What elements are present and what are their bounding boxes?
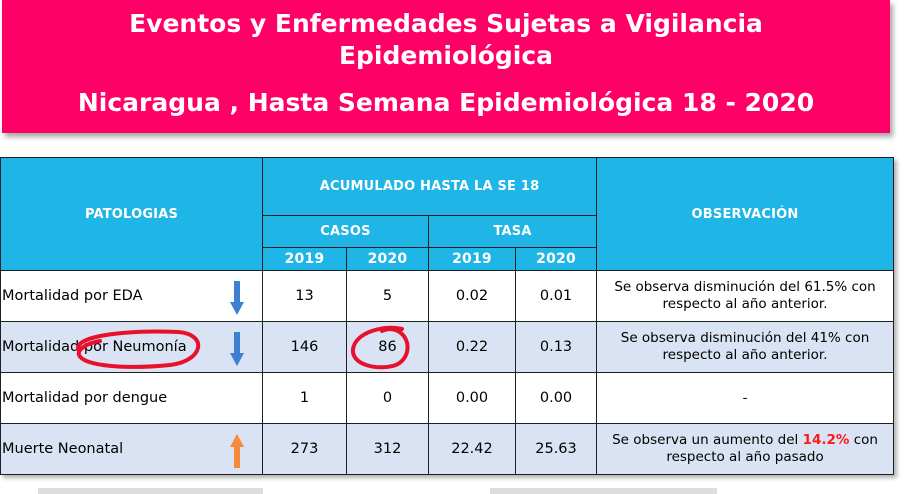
row-label-cell: Mortalidad por Neumonía bbox=[0, 321, 263, 373]
arrow-down-icon bbox=[230, 332, 244, 366]
header-patologias: PATOLOGIAS bbox=[0, 157, 263, 271]
header-casos-2019: 2019 bbox=[262, 247, 347, 271]
observation-text: - bbox=[742, 389, 748, 406]
casos-2019-cell: 273 bbox=[262, 423, 347, 475]
casos-2020-cell: 86 bbox=[346, 321, 429, 373]
observation-cell: Se observa disminución del 41% con respe… bbox=[596, 321, 895, 373]
observation-cell: Se observa un aumento del 14.2% con resp… bbox=[596, 423, 895, 475]
observation-cell: Se observa disminución del 61.5% con res… bbox=[596, 270, 895, 322]
bottom-strip-right bbox=[490, 488, 717, 494]
observation-text-end: con respecto al año pasado bbox=[666, 432, 878, 465]
casos-2019-cell: 13 bbox=[262, 270, 347, 322]
tasa-2020-cell: 25.63 bbox=[514, 423, 598, 475]
observation-text: Se observa disminución del 41% con respe… bbox=[620, 330, 870, 363]
header-observacion: OBSERVACIÓN bbox=[596, 157, 895, 271]
row-label-cell: Mortalidad por dengue bbox=[0, 372, 263, 424]
row-label: Mortalidad por dengue bbox=[2, 390, 168, 406]
casos-2020-cell: 312 bbox=[346, 423, 429, 475]
title-banner: Eventos y Enfermedades Sujetas a Vigilan… bbox=[2, 0, 890, 133]
tasa-2020-cell: 0.13 bbox=[514, 321, 598, 373]
header-casos-2020: 2020 bbox=[346, 247, 429, 271]
banner-subtitle: Nicaragua , Hasta Semana Epidemiológica … bbox=[77, 88, 815, 117]
casos-2020-cell: 0 bbox=[346, 372, 429, 424]
table-row-eda: Mortalidad por EDA 13 5 0.02 0.01 Se obs… bbox=[0, 270, 895, 322]
row-label: Muerte Neonatal bbox=[2, 441, 124, 457]
row-label-cell: Mortalidad por EDA bbox=[0, 270, 263, 322]
row-label: Mortalidad por Neumonía bbox=[2, 339, 187, 355]
banner-title: Eventos y Enfermedades Sujetas a Vigilan… bbox=[2, 8, 890, 72]
surveillance-table: PATOLOGIAS ACUMULADO HASTA LA SE 18 OBSE… bbox=[0, 157, 895, 475]
observation-cell: - bbox=[596, 372, 895, 424]
casos-2020-cell: 5 bbox=[346, 270, 429, 322]
tasa-2019-cell: 0.22 bbox=[428, 321, 516, 373]
header-acumulado: ACUMULADO HASTA LA SE 18 bbox=[261, 157, 598, 216]
header-tasa-2020: 2020 bbox=[514, 247, 598, 271]
tasa-2019-cell: 0.00 bbox=[428, 372, 516, 424]
banner-title-line-2: Epidemiológica bbox=[338, 41, 554, 70]
casos-2019-cell: 1 bbox=[262, 372, 347, 424]
tasa-2020-cell: 0.00 bbox=[514, 372, 598, 424]
observation-text: Se observa un aumento del bbox=[612, 432, 803, 448]
banner-title-line-1: Eventos y Enfermedades Sujetas a Vigilan… bbox=[129, 9, 763, 38]
header-tasa-2019: 2019 bbox=[428, 247, 516, 271]
header-casos: CASOS bbox=[262, 215, 429, 248]
row-label-cell: Muerte Neonatal bbox=[0, 423, 263, 475]
row-label: Mortalidad por EDA bbox=[2, 288, 143, 304]
tasa-2019-cell: 22.42 bbox=[428, 423, 516, 475]
header-tasa: TASA bbox=[427, 215, 598, 248]
arrow-down-icon bbox=[230, 281, 244, 315]
tasa-2020-cell: 0.01 bbox=[514, 270, 598, 322]
table-row-neumonia: Mortalidad por Neumonía 146 86 0.22 0.13… bbox=[0, 321, 895, 373]
arrow-up-icon bbox=[230, 434, 244, 468]
tasa-2019-cell: 0.02 bbox=[428, 270, 516, 322]
table-row-dengue: Mortalidad por dengue 1 0 0.00 0.00 - bbox=[0, 372, 895, 424]
observation-text: Se observa disminución del 61.5% con res… bbox=[614, 279, 876, 312]
casos-2019-cell: 146 bbox=[262, 321, 347, 373]
observation-highlight: 14.2% bbox=[802, 432, 850, 448]
bottom-strip-left bbox=[38, 488, 263, 494]
table-row-neonatal: Muerte Neonatal 273 312 22.42 25.63 Se o… bbox=[0, 423, 895, 475]
